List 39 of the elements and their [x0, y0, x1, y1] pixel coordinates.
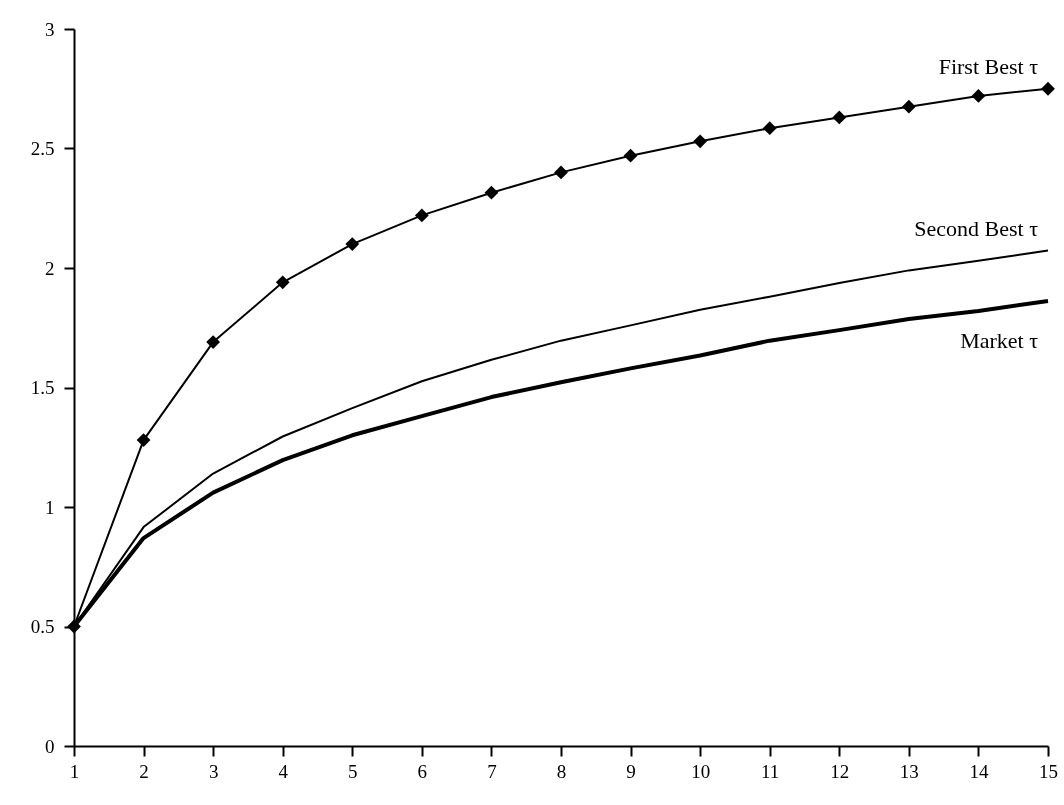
y-tick-label: 1.5	[30, 377, 55, 398]
y-tick-label: 2	[45, 257, 55, 279]
point	[1041, 81, 1055, 96]
x-tick-label: 12	[830, 760, 850, 782]
point	[345, 237, 360, 251]
y-tick-label: 1	[45, 496, 55, 518]
x-tick-label: 8	[556, 760, 567, 782]
y-tick-label: 3	[45, 18, 55, 40]
x-tick-label: 6	[417, 760, 428, 782]
point	[832, 110, 847, 125]
point	[484, 185, 499, 200]
series-label: Market τ	[960, 327, 1039, 353]
x-tick-label: 15	[1039, 760, 1058, 782]
point	[971, 89, 986, 103]
x-tick-label: 10	[691, 760, 711, 782]
point	[554, 165, 568, 180]
x-tick-label: 7	[487, 760, 497, 782]
x-tick-label: 5	[348, 760, 358, 782]
x-tick-label: 11	[761, 760, 780, 782]
x-tick-label: 9	[626, 760, 636, 782]
point	[901, 99, 916, 114]
x-tick-label: 13	[899, 760, 919, 782]
x-tick-label: 4	[278, 760, 289, 782]
point	[623, 148, 638, 163]
y-tick-label: 2.5	[30, 138, 55, 159]
y-tick-label: 0	[45, 735, 55, 757]
y-tick-label: 0.5	[30, 616, 55, 637]
x-tick-label: 3	[208, 760, 219, 782]
x-tick-label: 1	[69, 760, 80, 782]
series-label: Second Best τ	[914, 215, 1039, 241]
point	[762, 121, 777, 136]
point	[275, 275, 290, 290]
point	[206, 335, 221, 349]
x-tick-label: 2	[139, 760, 149, 782]
x-tick-label: 14	[969, 760, 989, 782]
series-label: First Best τ	[938, 53, 1039, 79]
point	[136, 433, 151, 447]
point	[414, 208, 429, 223]
point	[693, 134, 708, 149]
